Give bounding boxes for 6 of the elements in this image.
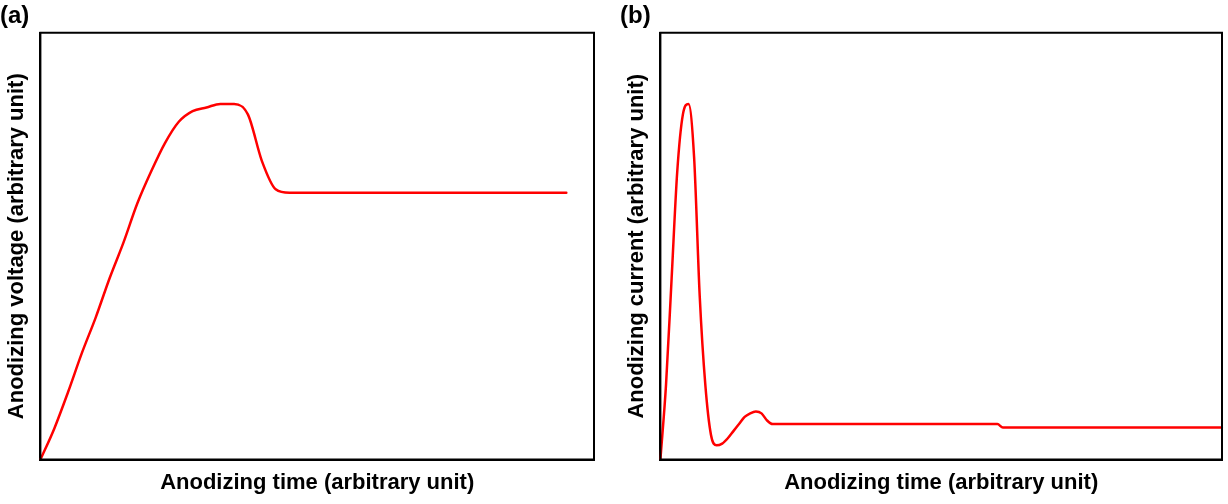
chart-title: (a) xyxy=(0,1,30,29)
chart-title: (b) xyxy=(620,1,651,29)
y-axis-title: Anodizing voltage (arbitrary unit) xyxy=(3,73,29,420)
y-axis-title: Anodizing current (arbitrary unit) xyxy=(623,73,649,419)
x-axis-title: Anodizing time (arbitrary unit) xyxy=(160,468,475,494)
x-axis-title: Anodizing time (arbitrary unit) xyxy=(784,468,1099,494)
